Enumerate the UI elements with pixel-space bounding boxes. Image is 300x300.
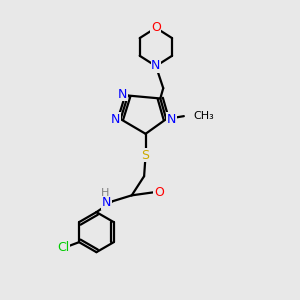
Text: H: H [101, 188, 109, 198]
Text: Cl: Cl [57, 241, 69, 254]
Text: N: N [151, 59, 160, 72]
Text: O: O [154, 186, 164, 199]
Text: N: N [102, 196, 111, 209]
Text: S: S [142, 148, 150, 161]
Text: CH₃: CH₃ [193, 110, 214, 121]
Text: O: O [151, 21, 161, 34]
Text: N: N [118, 88, 127, 100]
Text: N: N [167, 112, 176, 126]
Text: N: N [111, 112, 120, 126]
